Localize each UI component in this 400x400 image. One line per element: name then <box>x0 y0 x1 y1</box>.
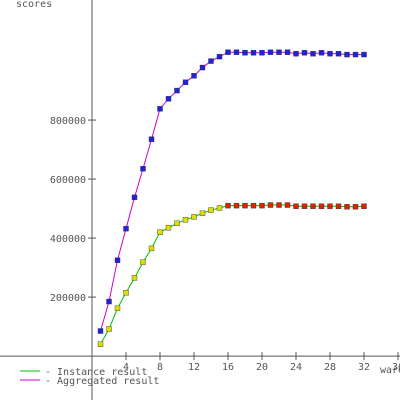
data-point-0 <box>182 217 189 223</box>
data-point-0 <box>148 245 155 252</box>
y-tick-label: 200000 <box>50 293 86 304</box>
data-point-0 <box>250 202 257 209</box>
data-point-1 <box>216 53 223 60</box>
data-point-0 <box>216 205 223 211</box>
data-point-1 <box>352 51 359 58</box>
x-tick-label: 36 <box>392 362 400 373</box>
data-point-1 <box>165 96 172 102</box>
y-tick-label: 600000 <box>50 175 86 186</box>
data-point-1 <box>182 79 189 86</box>
data-point-0 <box>114 305 121 312</box>
data-point-0 <box>157 229 163 235</box>
y-tick-label: 800000 <box>50 116 86 127</box>
x-axis-title: wares <box>380 365 400 376</box>
data-point-1 <box>361 51 367 58</box>
data-point-0 <box>225 202 231 209</box>
data-point-1 <box>284 49 291 55</box>
data-point-0 <box>106 326 112 332</box>
data-point-0 <box>131 275 138 281</box>
data-point-1 <box>310 50 316 57</box>
data-point-0 <box>284 202 291 208</box>
data-point-1 <box>233 49 240 55</box>
data-point-1 <box>199 64 206 71</box>
data-point-0 <box>344 204 350 210</box>
y-axis-title: scores <box>16 0 52 10</box>
data-point-1 <box>276 49 282 55</box>
data-point-1 <box>335 50 342 57</box>
data-point-1 <box>225 49 231 55</box>
data-point-0 <box>191 214 197 220</box>
x-tick-label: 4 <box>123 362 129 373</box>
data-point-1 <box>114 257 121 263</box>
data-point-0 <box>208 207 214 213</box>
y-tick-label: 400000 <box>50 234 86 245</box>
data-point-1 <box>140 166 146 172</box>
data-point-0 <box>123 289 129 296</box>
data-point-0 <box>199 210 206 216</box>
data-point-1 <box>191 73 197 79</box>
legend: - Instance result - Aggregated result <box>20 367 159 387</box>
series-line-1 <box>100 51 364 332</box>
data-point-1 <box>267 49 274 55</box>
data-point-1 <box>327 50 333 57</box>
data-point-1 <box>148 136 155 142</box>
legend-label-instance: - Instance result <box>45 367 147 378</box>
data-point-1 <box>157 106 163 112</box>
data-point-1 <box>259 50 265 56</box>
data-point-0 <box>327 203 333 209</box>
data-point-0 <box>140 259 146 265</box>
series-layer <box>97 49 367 347</box>
data-point-1 <box>250 50 257 56</box>
legend-label-aggregated: - Aggregated result <box>45 376 159 387</box>
data-point-0 <box>165 225 172 231</box>
data-point-1 <box>293 50 299 57</box>
data-point-0 <box>352 204 359 210</box>
data-point-0 <box>242 202 248 209</box>
data-point-1 <box>301 50 308 56</box>
data-point-0 <box>97 341 104 347</box>
data-point-1 <box>97 328 104 334</box>
data-point-0 <box>267 202 274 208</box>
x-tick-label: 16 <box>222 362 234 373</box>
x-tick-label: 24 <box>290 362 302 373</box>
data-point-0 <box>233 202 240 209</box>
data-point-0 <box>301 203 308 209</box>
data-point-0 <box>259 202 265 209</box>
axis-ticks: 4 8 12 16 20 24 28 32 36 200000 400000 600000 800000 <box>50 116 400 373</box>
data-point-1 <box>174 87 180 94</box>
data-point-0 <box>361 203 367 209</box>
x-tick-label: 28 <box>324 362 336 373</box>
x-tick-label: 20 <box>256 362 268 373</box>
data-point-0 <box>310 203 316 209</box>
data-point-0 <box>335 203 342 209</box>
data-point-0 <box>318 203 325 209</box>
data-point-1 <box>344 51 350 58</box>
x-tick-label: 8 <box>157 362 163 373</box>
data-point-1 <box>131 194 138 201</box>
x-tick-label: 12 <box>188 362 200 373</box>
data-point-0 <box>293 203 299 209</box>
series-line-0 <box>100 204 365 345</box>
data-point-1 <box>242 50 248 56</box>
data-point-0 <box>174 220 180 227</box>
data-point-0 <box>276 202 282 208</box>
data-point-1 <box>208 58 214 64</box>
data-point-1 <box>106 298 112 305</box>
x-tick-label: 32 <box>358 362 370 373</box>
data-point-1 <box>123 225 129 232</box>
data-point-1 <box>318 50 325 56</box>
